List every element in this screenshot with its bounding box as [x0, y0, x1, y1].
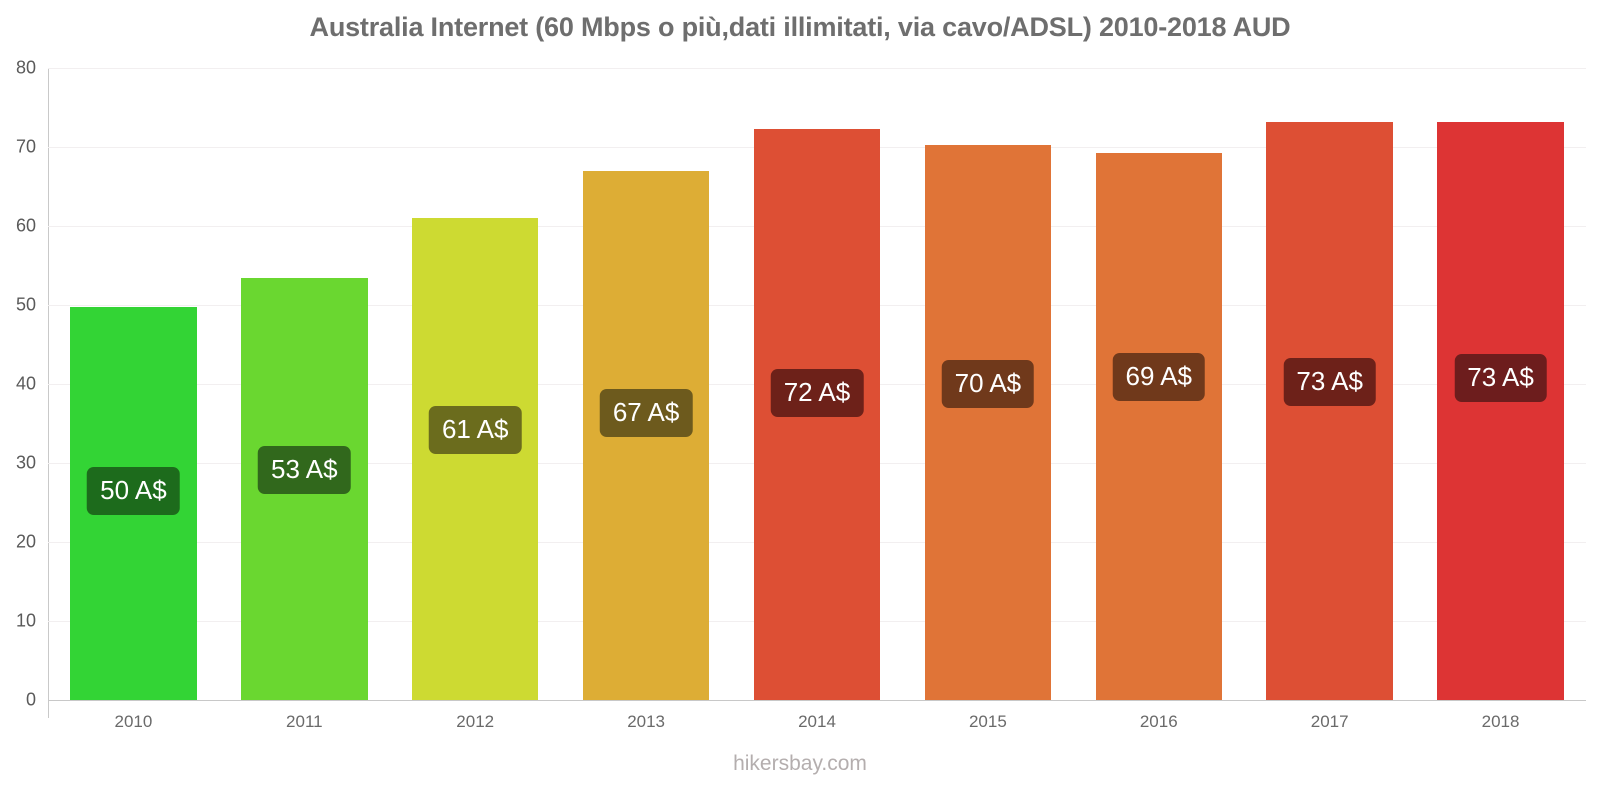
bar-group[interactable]: 50 A$: [70, 68, 197, 700]
bar-value-label: 69 A$: [1112, 353, 1206, 402]
bar-value-label: 70 A$: [941, 360, 1035, 409]
bar-group[interactable]: 70 A$: [924, 68, 1052, 700]
y-axis-tick-label: 50: [15, 294, 36, 315]
x-axis-tick-label: 2014: [798, 712, 836, 731]
bar-group[interactable]: 67 A$: [582, 68, 710, 700]
gridline: [48, 68, 1586, 69]
bar-value-label: 53 A$: [258, 446, 351, 495]
bar-value-label: 61 A$: [428, 406, 522, 455]
bar-group[interactable]: 73 A$: [1437, 68, 1564, 700]
bar-value-label: 73 A$: [1283, 357, 1376, 406]
bar[interactable]: [924, 145, 1052, 700]
y-axis-tick-label: 40: [15, 373, 36, 394]
y-axis-tick-label: 0: [25, 689, 36, 710]
bar[interactable]: [1437, 121, 1564, 700]
x-axis-tick-label: 2011: [286, 712, 323, 731]
chart-title: Australia Internet (60 Mbps o più,dati i…: [309, 12, 1291, 42]
x-axis-tick-label: 2015: [968, 712, 1007, 731]
x-axis-tick-label: 2018: [1481, 712, 1520, 731]
bar[interactable]: [411, 218, 539, 700]
y-axis-tick-label: 30: [15, 452, 36, 473]
bar[interactable]: [1095, 153, 1222, 700]
bar-value-label: 72 A$: [770, 368, 864, 417]
bar-group[interactable]: 73 A$: [1266, 68, 1393, 700]
x-axis-tick-label: 2010: [114, 712, 153, 731]
x-axis-tick-label: 2016: [1139, 712, 1178, 731]
bar-group[interactable]: 72 A$: [753, 68, 881, 700]
plot-area: 50 A$ 53 A$ 61 A$ 67 A$ 72 A$ 70 A$ 69 A$ 73 A$…: [48, 68, 1586, 701]
y-axis-tick-label: 20: [15, 531, 36, 552]
x-axis-tick-label: 2013: [627, 712, 666, 731]
bar-value-label: 50 A$: [87, 467, 180, 516]
x-axis-tick-label: 2017: [1310, 712, 1349, 731]
y-axis-tick-label: 70: [15, 136, 36, 157]
gridline: [48, 700, 1586, 701]
y-axis-tick-label: 60: [15, 215, 36, 236]
bar[interactable]: [1266, 121, 1393, 700]
source-credit: hikersbay.com: [733, 752, 867, 775]
bar-group[interactable]: 61 A$: [411, 68, 539, 700]
y-axis-tick-label: 10: [15, 610, 36, 631]
x-axis-tick-label: 2012: [456, 712, 495, 731]
bar-group[interactable]: 53 A$: [241, 68, 368, 700]
y-axis-tick-label: 80: [15, 57, 36, 78]
y-axis-line: [48, 68, 49, 718]
bar-value-label: 67 A$: [599, 388, 693, 437]
bar-group[interactable]: 69 A$: [1095, 68, 1222, 700]
bar-value-label: 73 A$: [1454, 353, 1547, 402]
